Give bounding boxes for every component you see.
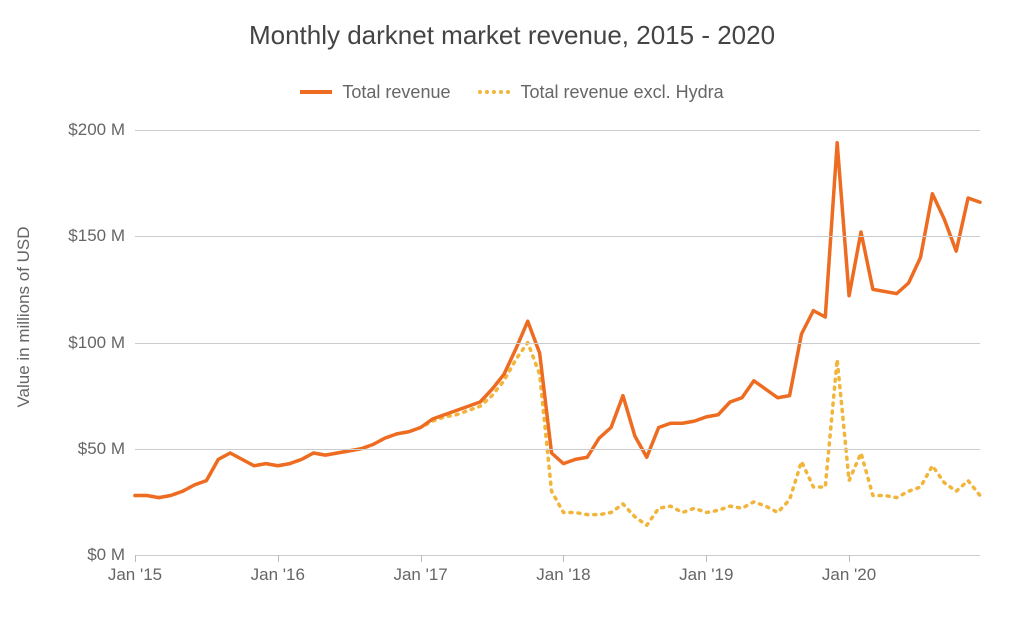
x-tick-mark xyxy=(706,555,707,562)
x-tick-mark xyxy=(563,555,564,562)
y-tick-label: $200 M xyxy=(68,120,135,140)
gridline xyxy=(135,343,980,344)
chart-container: Monthly darknet market revenue, 2015 - 2… xyxy=(0,0,1024,633)
legend-item-excl_hydra: Total revenue excl. Hydra xyxy=(478,82,723,103)
legend-swatch-total xyxy=(300,90,332,94)
series-line-total xyxy=(135,143,980,498)
x-tick-label: Jan '17 xyxy=(393,565,447,585)
chart-title: Monthly darknet market revenue, 2015 - 2… xyxy=(0,20,1024,51)
legend-label-excl_hydra: Total revenue excl. Hydra xyxy=(520,82,723,103)
plot-area: $0 M$50 M$100 M$150 M$200 MJan '15Jan '1… xyxy=(135,130,980,556)
x-tick-mark xyxy=(849,555,850,562)
x-tick-label: Jan '18 xyxy=(536,565,590,585)
y-axis-title: Value in millions of USD xyxy=(14,226,34,407)
y-tick-label: $150 M xyxy=(68,226,135,246)
x-tick-label: Jan '16 xyxy=(251,565,305,585)
x-tick-label: Jan '15 xyxy=(108,565,162,585)
x-tick-label: Jan '20 xyxy=(822,565,876,585)
y-tick-label: $100 M xyxy=(68,333,135,353)
x-tick-mark xyxy=(421,555,422,562)
legend-item-total: Total revenue xyxy=(300,82,450,103)
y-tick-label: $0 M xyxy=(87,545,135,565)
x-tick-label: Jan '19 xyxy=(679,565,733,585)
gridline xyxy=(135,236,980,237)
y-tick-label: $50 M xyxy=(78,439,135,459)
gridline xyxy=(135,130,980,131)
legend-label-total: Total revenue xyxy=(342,82,450,103)
x-tick-mark xyxy=(135,555,136,562)
legend: Total revenue Total revenue excl. Hydra xyxy=(0,78,1024,103)
series-line-excl-hydra xyxy=(135,343,980,526)
gridline xyxy=(135,449,980,450)
legend-swatch-excl_hydra xyxy=(478,90,510,94)
x-tick-mark xyxy=(278,555,279,562)
